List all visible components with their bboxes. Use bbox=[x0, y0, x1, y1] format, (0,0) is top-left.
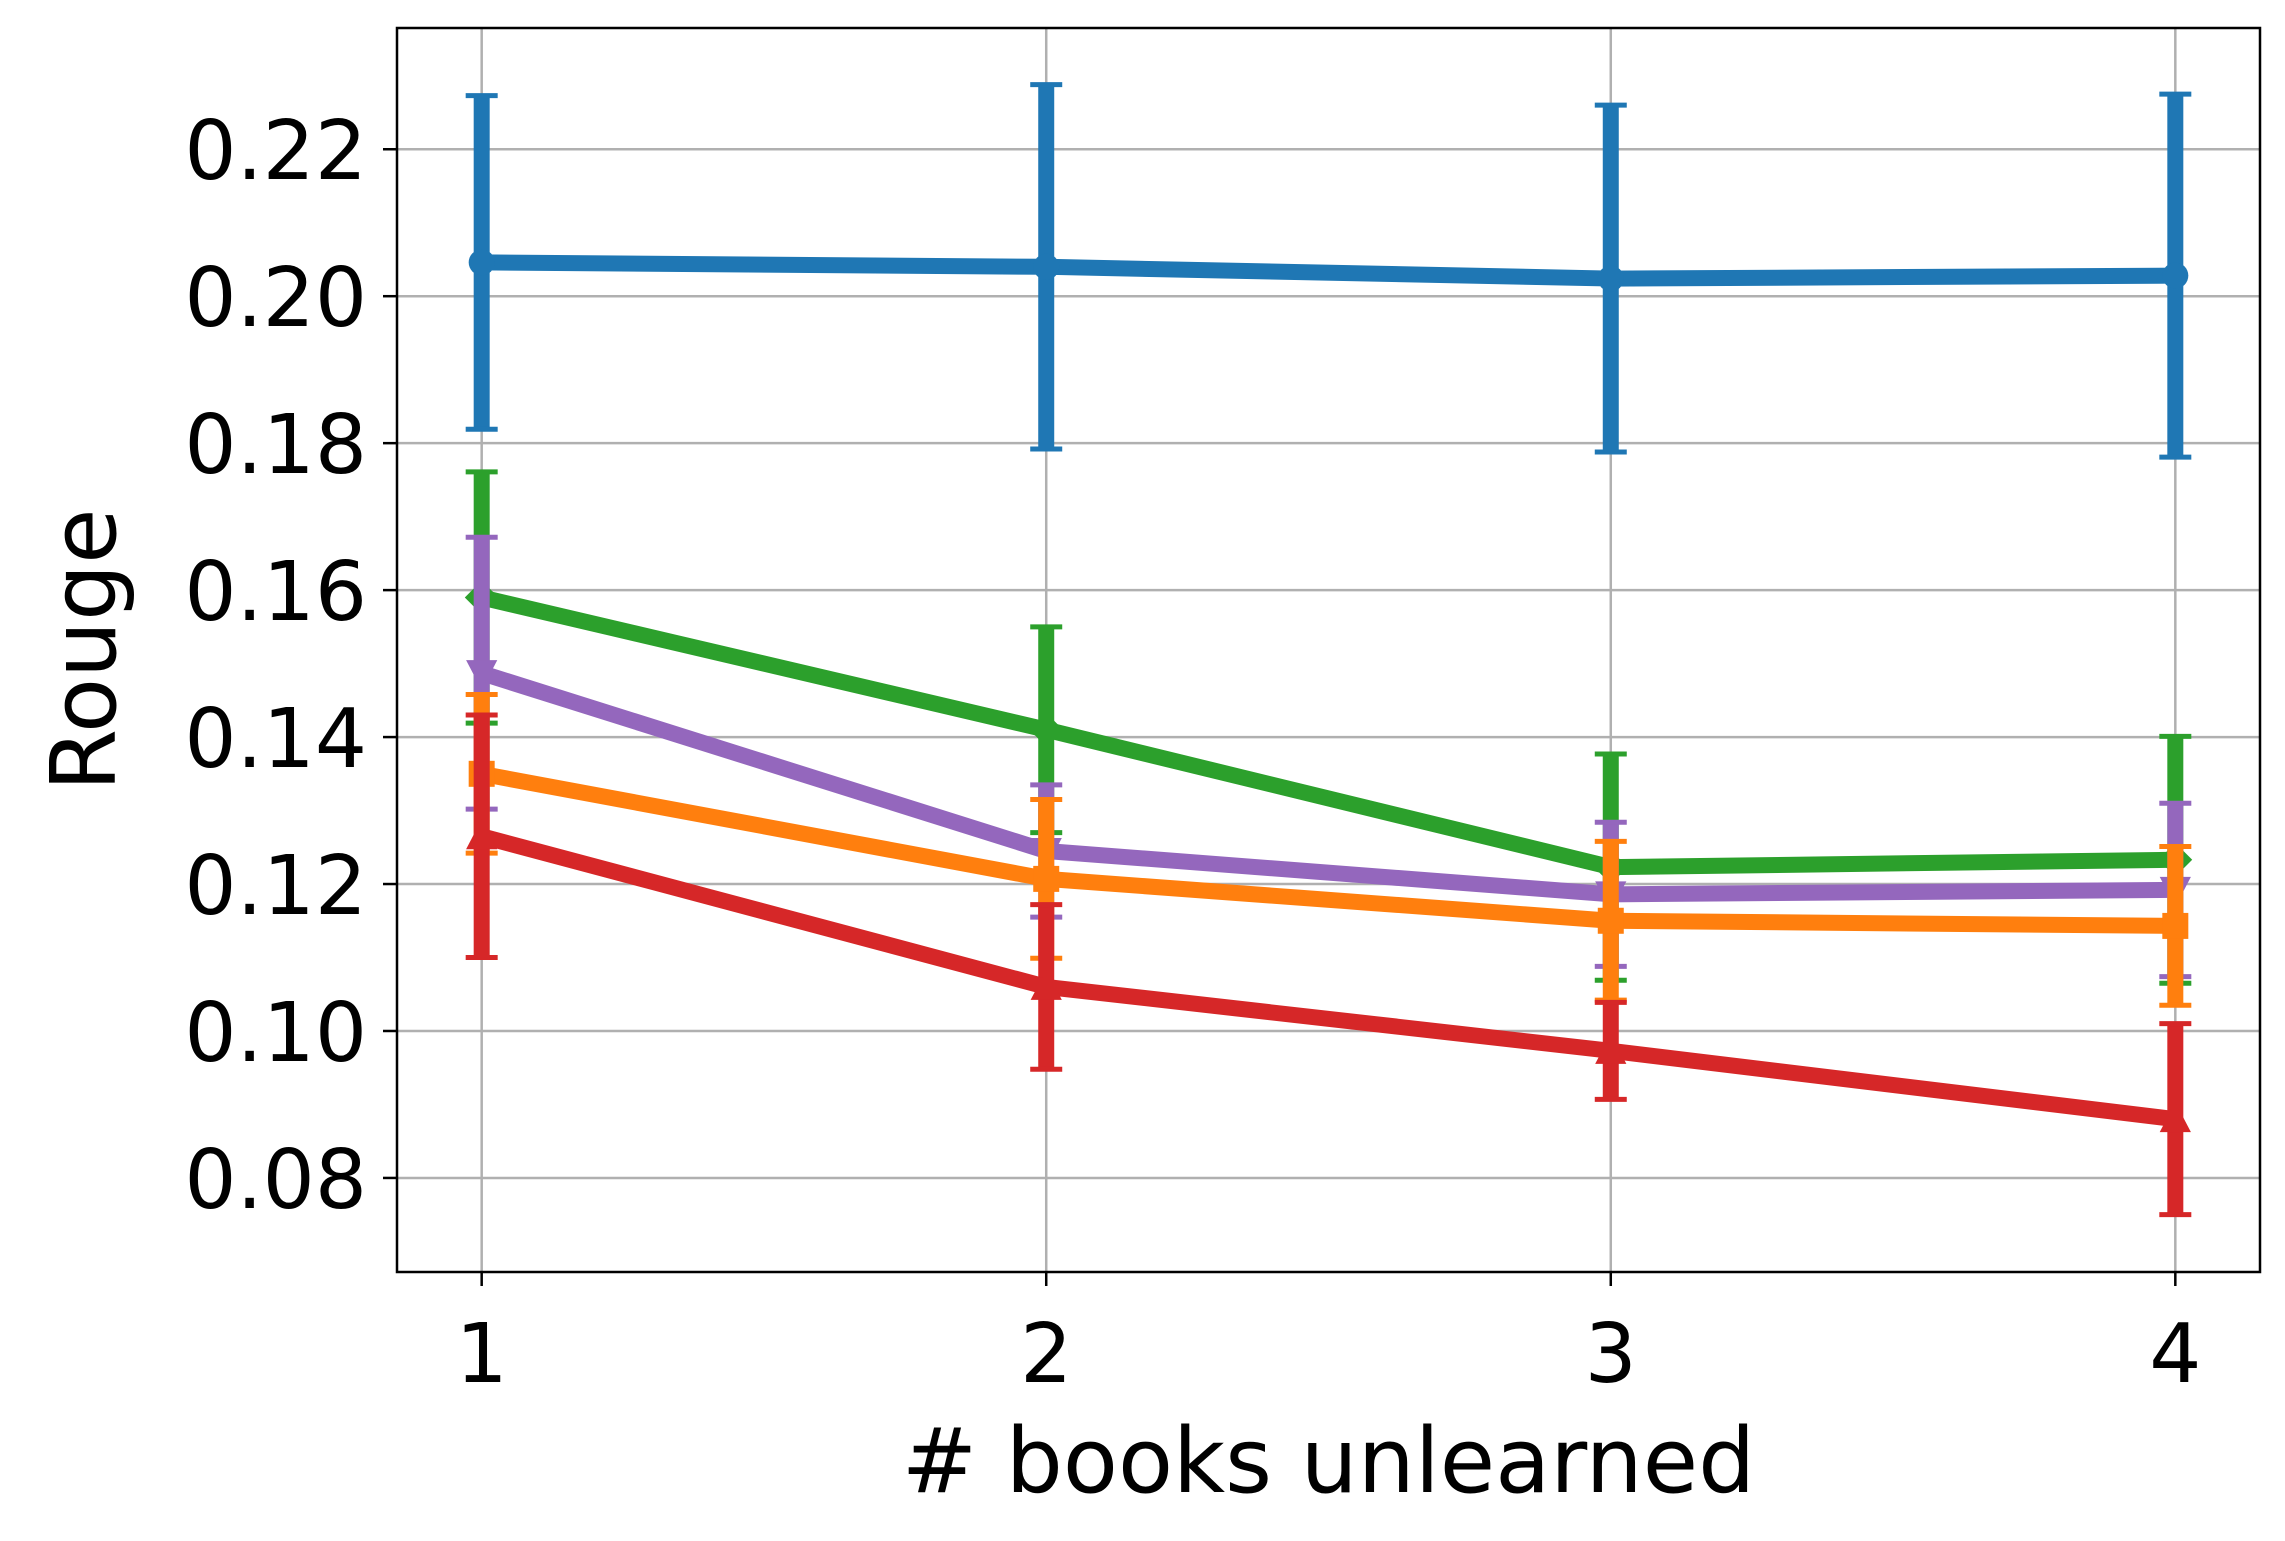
data-point-marker bbox=[1033, 865, 1060, 892]
data-point-marker bbox=[1595, 1033, 1627, 1064]
data-point-marker bbox=[1597, 265, 1624, 292]
y-tick-label: 0.10 bbox=[184, 986, 367, 1081]
data-point-marker bbox=[468, 249, 495, 276]
x-tick-label: 3 bbox=[1585, 1307, 1637, 1402]
plot-frame bbox=[395, 26, 2262, 1274]
x-tick-label: 1 bbox=[456, 1307, 508, 1402]
series-line bbox=[479, 589, 2176, 876]
y-tick-label: 0.16 bbox=[184, 545, 367, 640]
x-axis-label: # books unlearned bbox=[902, 1409, 1755, 1514]
data-point-marker bbox=[2162, 912, 2189, 939]
data-point-marker bbox=[2159, 1102, 2191, 1133]
y-tick-label: 0.20 bbox=[184, 251, 367, 346]
data-point-marker bbox=[1597, 907, 1624, 934]
tick-layer: 1 2 3 4 0.08 0.10 0.12 0.14 0.16 0.18 0.20 0.22 bbox=[184, 104, 2201, 1402]
y-tick-label: 0.12 bbox=[184, 839, 367, 934]
series-line bbox=[480, 765, 2176, 934]
y-tick-label: 0.18 bbox=[184, 398, 367, 493]
data-point-marker bbox=[1030, 970, 1062, 1000]
y-axis-label: Rouge bbox=[32, 508, 137, 791]
series-5 bbox=[465, 712, 2192, 1218]
series-1 bbox=[465, 82, 2192, 460]
series-line bbox=[481, 254, 2176, 287]
data-point-marker bbox=[1033, 253, 1060, 280]
series-line bbox=[479, 665, 2176, 903]
data-point-marker bbox=[466, 660, 498, 691]
data-point-marker bbox=[466, 819, 498, 850]
data-point-marker bbox=[2162, 262, 2189, 289]
x-tick-label: 2 bbox=[1020, 1307, 1072, 1402]
y-tick-label: 0.22 bbox=[184, 104, 367, 199]
x-tick-label: 4 bbox=[2149, 1307, 2201, 1402]
y-tick-label: 0.14 bbox=[184, 692, 367, 787]
series-line bbox=[479, 828, 2177, 1128]
y-tick-label: 0.08 bbox=[184, 1133, 367, 1228]
data-point-marker bbox=[1029, 712, 1064, 747]
series-layer bbox=[464, 82, 2193, 1218]
